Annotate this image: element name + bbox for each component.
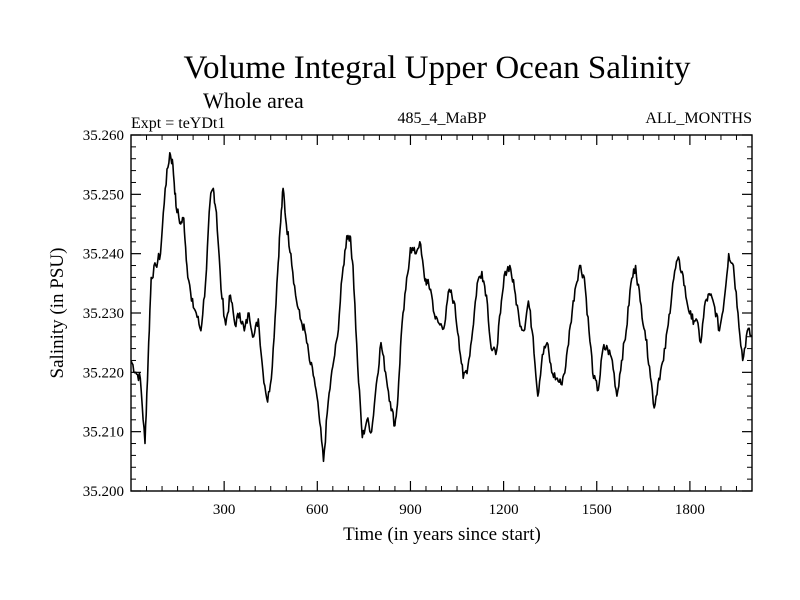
- y-tick-label: 35.210: [83, 425, 124, 441]
- x-tick-label: 1800: [675, 502, 705, 518]
- salinity-series-line: [130, 152, 753, 463]
- y-tick-label: 35.260: [83, 128, 124, 144]
- x-tick-label: 600: [306, 502, 329, 518]
- x-axis-label: Time (in years since start): [343, 524, 541, 545]
- chart-title: Volume Integral Upper Ocean Salinity: [183, 50, 691, 86]
- y-tick-label: 35.240: [83, 247, 124, 263]
- y-tick-label: 35.200: [83, 484, 124, 500]
- x-tick-label: 300: [213, 502, 236, 518]
- x-tick-label: 1500: [582, 502, 612, 518]
- y-tick-label: 35.250: [83, 187, 124, 203]
- period-label: 485_4_MaBP: [398, 110, 487, 127]
- x-tick-label: 1200: [489, 502, 519, 518]
- y-tick-label: 35.220: [83, 365, 124, 381]
- chart-subtitle: Whole area: [203, 88, 304, 113]
- y-axis-label: Salinity (in PSU): [47, 248, 68, 379]
- x-axis: 300 600 900 1200 1500 1800: [146, 135, 737, 518]
- x-tick-label: 900: [399, 502, 422, 518]
- experiment-label: Expt = teYDt1: [131, 115, 225, 132]
- months-label: ALL_MONTHS: [645, 110, 752, 127]
- y-tick-label: 35.230: [83, 306, 124, 322]
- y-axis: 35.200 35.210 35.220 35.230 35.240 35.250 35.2…: [83, 128, 752, 500]
